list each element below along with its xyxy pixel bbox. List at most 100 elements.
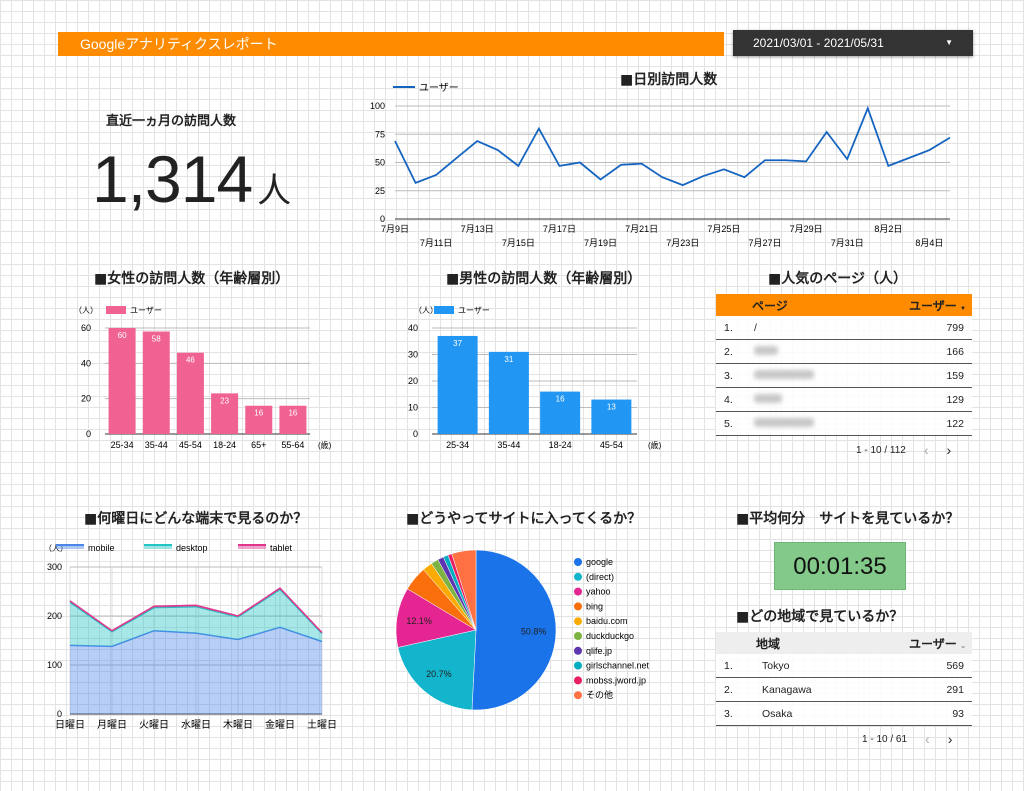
table-header: ページ ユーザー ▼ xyxy=(716,294,972,316)
legend-label: google xyxy=(586,557,613,567)
y-tick-label: 100 xyxy=(370,101,385,111)
redacted-path xyxy=(754,393,782,403)
pie-slice-(direct) xyxy=(397,629,477,711)
prev-page-icon[interactable]: ‹ xyxy=(923,442,929,458)
page-path xyxy=(754,369,904,382)
avg-time-scorecard: 00:01:35 xyxy=(774,542,906,590)
legend-label: ユーザー xyxy=(419,82,459,94)
legend-label: girlschannel.net xyxy=(586,661,650,671)
col-page[interactable]: ページ xyxy=(752,298,788,313)
x-tick-label: 25-34 xyxy=(446,440,469,450)
pagination-label: 1 - 10 / 61 xyxy=(862,733,908,745)
bar xyxy=(245,405,273,434)
legend-label: desktop xyxy=(176,543,208,553)
legend-label: bing xyxy=(586,601,603,611)
bar xyxy=(142,331,170,434)
legend-label: tablet xyxy=(270,543,293,553)
row-number: 1. xyxy=(724,659,733,672)
daily-chart-title: ■日別訪問人数 xyxy=(620,72,718,88)
legend-swatch xyxy=(144,545,172,549)
x-tick-label: 7月11日 xyxy=(420,238,452,248)
line-mobile xyxy=(69,626,323,648)
bar xyxy=(279,405,307,434)
slice-label: 20.7% xyxy=(426,669,452,679)
table-row[interactable]: 4. 129 xyxy=(716,388,972,412)
legend-dot xyxy=(574,572,582,581)
user-count: 569 xyxy=(946,659,964,672)
male-chart-title: ■男性の訪問人数（年齢層別） xyxy=(446,271,642,287)
bar xyxy=(540,391,581,434)
bar xyxy=(211,393,239,434)
kpi-unit: 人 xyxy=(257,171,292,211)
y-tick-label: 75 xyxy=(375,129,385,139)
x-tick-label: 日曜日 xyxy=(55,719,85,731)
page-path: / xyxy=(754,321,757,334)
col-users[interactable]: ユーザー ⌄ xyxy=(909,636,966,651)
col-region[interactable]: 地域 xyxy=(756,636,781,651)
y-tick-label: 40 xyxy=(408,323,418,333)
user-count: 799 xyxy=(946,321,964,334)
x-tick-label: 7月27日 xyxy=(748,238,781,248)
next-page-icon[interactable]: › xyxy=(946,442,952,458)
female-chart-title: ■女性の訪問人数（年齢層別） xyxy=(94,271,290,287)
pages-pagination: 1 - 10 / 112 ‹ › xyxy=(856,442,951,458)
row-number: 1. xyxy=(724,321,733,334)
user-count: 93 xyxy=(952,707,964,720)
table-row[interactable]: 3. 159 xyxy=(716,364,972,388)
pagination-label: 1 - 10 / 112 xyxy=(856,444,906,456)
table-row[interactable]: 1. Tokyo 569 xyxy=(716,654,972,678)
region-table-title: ■どの地域で見ているか？ xyxy=(736,609,904,625)
x-tick-label: 65+ xyxy=(251,440,266,450)
kpi-scorecard: 1,314 人 xyxy=(92,146,291,212)
table-row[interactable]: 1. / 799 xyxy=(716,316,972,340)
date-range-picker[interactable]: 2021/03/01 - 2021/05/31 ▼ xyxy=(733,30,973,56)
sort-icon: ⌄ xyxy=(960,642,966,650)
data-label: 46 xyxy=(186,356,195,365)
row-number: 3. xyxy=(724,707,733,720)
col-users[interactable]: ユーザー ▼ xyxy=(908,298,966,313)
legend-label: qlife.jp xyxy=(586,646,612,656)
y-tick-label: 300 xyxy=(47,562,62,572)
page-path xyxy=(754,345,904,358)
x-tick-label: 7月29日 xyxy=(790,224,823,234)
row-number: 3. xyxy=(724,369,733,382)
y-tick-label: 0 xyxy=(86,429,91,439)
table-body: 1. / 799 2. 166 3. 159 4. 129 5. 122 xyxy=(716,316,972,436)
y-tick-label: 100 xyxy=(47,660,62,670)
table-header: 地域 ユーザー ⌄ xyxy=(716,632,972,654)
x-tick-label: 55-64 xyxy=(281,440,304,450)
prev-page-icon[interactable]: ‹ xyxy=(925,731,930,747)
report-title: Googleアナリティクスレポート xyxy=(80,36,278,52)
table-row[interactable]: 2. Kanagawa 291 xyxy=(716,678,972,702)
pages-table: ページ ユーザー ▼ 1. / 799 2. 166 3. 159 4. 129 5. 122 xyxy=(716,294,972,436)
y-tick-label: 10 xyxy=(408,403,418,413)
avg-time-title: ■平均何分 サイトを見ているか？ xyxy=(736,511,960,527)
table-row[interactable]: 5. 122 xyxy=(716,412,972,436)
table-row[interactable]: 3. Osaka 93 xyxy=(716,702,972,726)
next-page-icon[interactable]: › xyxy=(947,731,953,747)
source-chart-title: ■どうやってサイトに入ってくるか？ xyxy=(406,511,642,527)
sort-desc-icon: ▼ xyxy=(960,305,966,312)
report-title-bar: Googleアナリティクスレポート xyxy=(58,32,724,56)
y-tick-label: 0 xyxy=(57,709,62,719)
x-tick-label: 7月25日 xyxy=(707,224,740,234)
legend-swatch xyxy=(238,545,266,549)
user-count: 129 xyxy=(946,393,964,406)
bar xyxy=(591,399,632,434)
pie-slice-yahoo xyxy=(395,588,477,648)
source-pie-chart: 50.8% 20.7% 12.1% google (direct) yahoo bing ba… xyxy=(395,549,650,711)
avg-time-value: 00:01:35 xyxy=(793,553,887,580)
redacted-path xyxy=(754,417,814,427)
x-unit-label: (歳) xyxy=(648,440,662,450)
y-unit-label: （人） xyxy=(74,306,98,315)
table-row[interactable]: 2. 166 xyxy=(716,340,972,364)
y-tick-label: 25 xyxy=(375,186,385,196)
legend-dot xyxy=(574,676,582,685)
x-tick-label: 8月2日 xyxy=(874,224,902,234)
region-name: Tokyo xyxy=(762,659,790,672)
x-tick-label: 7月15日 xyxy=(502,238,535,248)
region-table: 地域 ユーザー ⌄ 1. Tokyo 569 2. Kanagawa 291 3. Osaka… xyxy=(716,632,972,726)
legend-dot xyxy=(574,691,582,700)
slice-label: 50.8% xyxy=(521,626,547,636)
data-label: 16 xyxy=(254,409,263,418)
